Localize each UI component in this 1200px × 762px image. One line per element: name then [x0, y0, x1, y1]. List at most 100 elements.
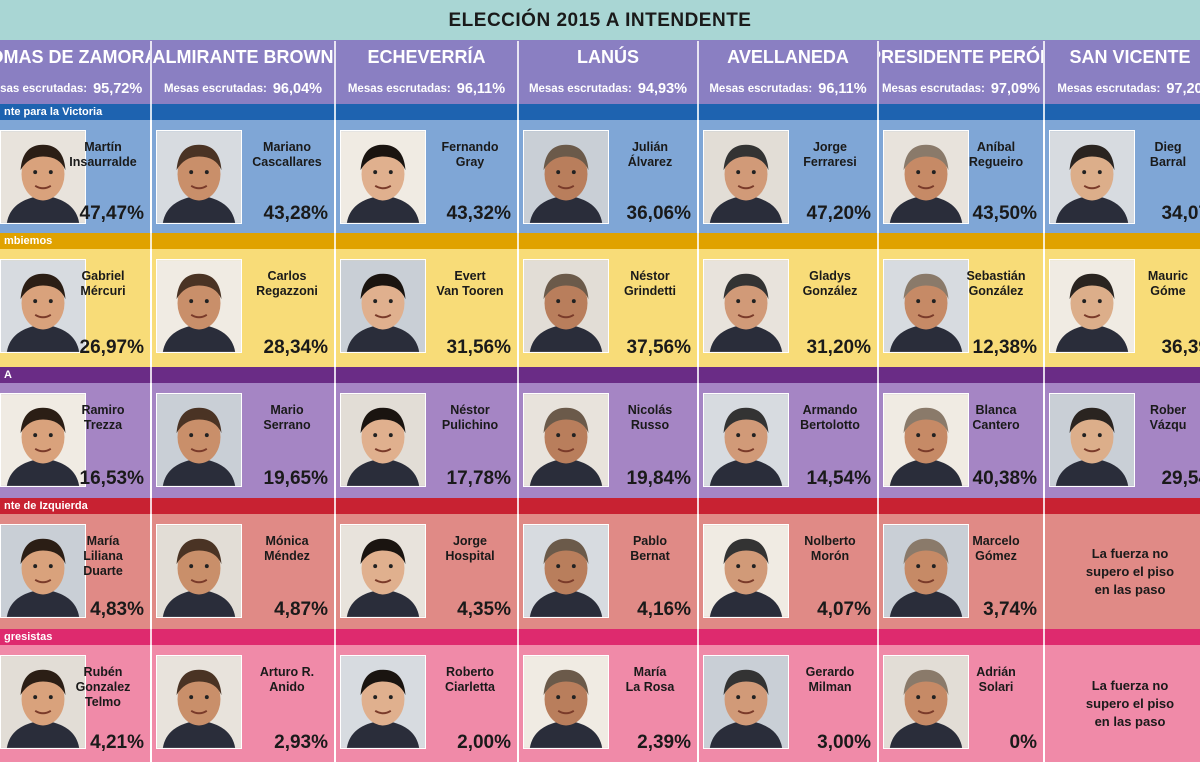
candidate-photo — [156, 259, 242, 353]
candidate-name: Rober Vázqu — [1149, 403, 1187, 432]
candidate-photo — [703, 393, 789, 487]
candidate-card: Mónica Méndez 4,87% — [152, 514, 334, 629]
mesas-label: Mesas escrutadas: — [528, 83, 632, 95]
candidate-card: Mario Serrano 19,65% — [152, 383, 334, 498]
candidate-photo — [340, 655, 426, 749]
candidate-card: Jorge Ferraresi 47,20% — [699, 120, 877, 233]
candidate-photo — [340, 259, 426, 353]
candidate-percentage: 17,78% — [446, 468, 511, 489]
mesas-value: 97,09% — [990, 81, 1041, 97]
candidate-photo — [340, 130, 426, 224]
threshold-note: La fuerza no supero el piso en las paso — [1085, 545, 1175, 597]
candidate-photo — [0, 524, 86, 618]
candidate-percentage: 34,07 — [1161, 203, 1200, 224]
candidate-percentage: 28,34% — [263, 337, 328, 358]
candidate-photo — [156, 655, 242, 749]
candidate-percentage: 4,07% — [817, 599, 871, 620]
mesas-label: Mesas escrutadas: — [347, 83, 451, 95]
column-header: ALMIRANTE BROWN — [152, 46, 334, 67]
candidate-card: Néstor Pulichino 17,78% — [336, 383, 517, 498]
candidate-card: Ramiro Trezza 16,53% — [0, 383, 150, 498]
candidate-photo — [883, 130, 969, 224]
candidate-name: Armando Bertolotto — [800, 403, 860, 432]
candidate-name: Néstor Grindetti — [623, 269, 677, 298]
candidate-name: Evert Van Tooren — [436, 269, 504, 298]
column-divider — [517, 41, 519, 762]
candidate-percentage: 36,06% — [626, 203, 691, 224]
column-divider — [877, 41, 879, 762]
mesas-value: 94,93% — [637, 81, 688, 97]
candidate-percentage: 4,21% — [90, 732, 144, 753]
candidate-name: Adrián Solari — [976, 665, 1016, 694]
mesas-label: esas escrutadas: — [0, 83, 88, 95]
party-label: A — [0, 367, 1200, 383]
column-header: SAN VICENTE — [1069, 46, 1191, 67]
candidate-card: Néstor Grindetti 37,56% — [519, 249, 697, 367]
candidate-card: Evert Van Tooren 31,56% — [336, 249, 517, 367]
candidate-name: Nicolás Russo — [627, 403, 673, 432]
candidate-photo — [0, 655, 86, 749]
candidate-percentage: 3,00% — [817, 732, 871, 753]
candidate-name: Julián Álvarez — [627, 140, 673, 169]
candidate-photo — [1049, 393, 1135, 487]
mesas-label: Mesas escrutadas: — [709, 83, 813, 95]
candidate-name: Néstor Pulichino — [441, 403, 499, 432]
candidate-photo — [156, 524, 242, 618]
candidate-percentage: 2,39% — [637, 732, 691, 753]
candidate-name: Aníbal Regueiro — [968, 140, 1024, 169]
column-header: LANÚS — [577, 46, 639, 67]
candidate-name: María La Rosa — [625, 665, 675, 694]
candidate-name: Marcelo Gómez — [972, 534, 1020, 563]
candidate-percentage: 47,20% — [806, 203, 871, 224]
mesas-escrutadas: Mesas escrutadas: 96,04% — [152, 76, 334, 102]
candidate-card: Rubén Gonzalez Telmo 4,21% — [0, 645, 150, 762]
candidate-card: Jorge Hospital 4,35% — [336, 514, 517, 629]
page-title: ELECCIÓN 2015 A INTENDENTE — [448, 10, 752, 31]
column-divider — [1043, 41, 1045, 762]
candidate-card: María La Rosa 2,39% — [519, 645, 697, 762]
candidate-percentage: 2,00% — [457, 732, 511, 753]
column-header: AVELLANEDA — [727, 46, 849, 67]
party-label: gresistas — [0, 629, 1200, 645]
candidate-card: Mauric Góme 36,39 — [1045, 249, 1200, 367]
candidate-card: Nolberto Morón 4,07% — [699, 514, 877, 629]
candidate-name: Sebastián González — [966, 269, 1026, 298]
party-label: mbiemos — [0, 233, 1200, 249]
candidate-card: María Liliana Duarte 4,83% — [0, 514, 150, 629]
candidate-photo — [156, 130, 242, 224]
candidate-percentage: 29,54 — [1161, 468, 1200, 489]
candidate-photo — [340, 524, 426, 618]
candidate-card: Aníbal Regueiro 43,50% — [879, 120, 1043, 233]
party-label: nte de Izquierda — [0, 498, 1200, 514]
candidate-name: Mónica Méndez — [264, 534, 310, 563]
candidate-photo — [523, 259, 609, 353]
candidate-name: Mario Serrano — [263, 403, 311, 432]
threshold-note: La fuerza no supero el piso en las paso — [1085, 677, 1175, 729]
column-header-band — [0, 40, 1200, 104]
mesas-value: 96,04% — [272, 81, 323, 97]
candidate-card: Fernando Gray 43,32% — [336, 120, 517, 233]
candidate-percentage: 19,84% — [626, 468, 691, 489]
candidate-photo — [0, 393, 86, 487]
candidate-name: Nolberto Morón — [804, 534, 856, 563]
candidate-card: Blanca Cantero 40,38% — [879, 383, 1043, 498]
candidate-name: Blanca Cantero — [972, 403, 1020, 432]
candidate-name: Martín Insaurralde — [69, 140, 137, 169]
candidate-photo — [523, 524, 609, 618]
mesas-value: 96,11% — [456, 81, 506, 97]
candidate-percentage: 2,93% — [274, 732, 328, 753]
mesas-escrutadas: Mesas escrutadas: 97,20 — [1045, 76, 1200, 102]
candidate-percentage: 12,38% — [972, 337, 1037, 358]
column-divider — [334, 41, 336, 762]
candidate-name: Roberto Ciarletta — [444, 665, 496, 694]
candidate-photo — [1049, 130, 1135, 224]
party-label: nte para la Victoria — [0, 104, 1200, 120]
candidate-photo — [1049, 259, 1135, 353]
candidate-card: Martín Insaurralde 47,47% — [0, 120, 150, 233]
candidate-percentage: 40,38% — [972, 468, 1037, 489]
mesas-escrutadas: Mesas escrutadas: 94,93% — [519, 76, 697, 102]
candidate-photo — [0, 130, 86, 224]
candidate-card: Mariano Cascallares 43,28% — [152, 120, 334, 233]
mesas-escrutadas: esas escrutadas: 95,72% — [0, 76, 150, 102]
candidate-photo — [883, 524, 969, 618]
